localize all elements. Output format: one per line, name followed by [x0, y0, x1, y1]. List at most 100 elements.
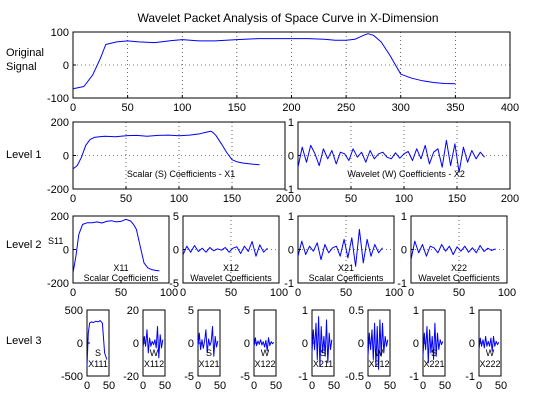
- y-tick-label: 0: [288, 245, 294, 257]
- y-tick-label: -200: [47, 184, 69, 196]
- series-line-X212: [367, 319, 389, 370]
- series-line-X12: [182, 241, 268, 257]
- panel-annotation: W: [150, 348, 159, 358]
- x-tick-label: 200: [276, 193, 294, 205]
- y-tick-label: -1: [284, 278, 294, 290]
- panel-annotation: S11: [48, 236, 63, 246]
- panel-annotation: S: [206, 348, 212, 358]
- y-tick-label: 1: [288, 211, 294, 223]
- x-tick-label: 0: [70, 287, 76, 299]
- x-tick-label: 50: [453, 287, 465, 299]
- panel-annotation: W: [375, 348, 384, 358]
- x-tick-label: 100: [173, 102, 191, 114]
- panel-annotation: Scalar Coefficients: [84, 273, 159, 283]
- panel-annotation: X112: [144, 359, 164, 369]
- series-line-X112: [142, 326, 164, 359]
- x-tick-label: 0: [295, 193, 301, 205]
- row-label-level3: Level 3: [6, 335, 41, 347]
- panel-annotation: X212: [368, 359, 389, 369]
- y-tick-label: 1: [302, 305, 308, 317]
- series-line-X121: [197, 326, 219, 357]
- y-tick-label: 200: [51, 117, 69, 129]
- x-tick-label: 0: [140, 380, 146, 392]
- y-tick-label: -5: [240, 371, 250, 383]
- series-line-X211: [311, 316, 333, 367]
- x-tick-label: 50: [120, 193, 132, 205]
- y-tick-label: -5: [169, 278, 179, 290]
- x-tick-label: 0: [70, 193, 76, 205]
- x-tick-label: 50: [384, 380, 396, 392]
- y-tick-label: 0: [63, 60, 69, 72]
- series-line-X222: [478, 335, 500, 352]
- x-tick-label: 100: [170, 193, 188, 205]
- y-tick-label: -1: [397, 278, 407, 290]
- x-tick-label: 350: [446, 102, 464, 114]
- x-tick-label: 50: [115, 287, 127, 299]
- x-tick-label: 250: [337, 102, 355, 114]
- x-tick-label: 50: [439, 380, 451, 392]
- y-tick-label: 5: [244, 305, 250, 317]
- row-label-level2: Level 2: [6, 239, 41, 251]
- row-label-original-line1: Original: [6, 47, 44, 59]
- panel-annotation: S: [431, 348, 437, 358]
- x-tick-label: 150: [223, 193, 241, 205]
- y-tick-label: 0: [133, 338, 139, 350]
- y-tick-label: 0: [302, 338, 308, 350]
- panel-annotation: Wavelet Coefficients: [418, 273, 500, 283]
- x-tick-label: 100: [270, 287, 288, 299]
- x-tick-label: 0: [420, 380, 426, 392]
- y-tick-label: 0: [244, 338, 250, 350]
- panel-annotation: X22: [451, 263, 467, 273]
- panel-annotation: X222: [479, 359, 500, 369]
- y-tick-label: 0: [188, 338, 194, 350]
- x-tick-label: 300: [392, 102, 410, 114]
- y-tick-label: -1: [465, 371, 475, 383]
- y-tick-label: -200: [47, 278, 69, 290]
- x-tick-label: 0: [70, 102, 76, 114]
- axes-frame: [72, 215, 170, 284]
- x-tick-label: 50: [103, 380, 115, 392]
- panel-annotation: X111: [88, 359, 108, 369]
- x-tick-label: 150: [228, 102, 246, 114]
- x-tick-label: 100: [395, 193, 413, 205]
- y-tick-label: 0: [413, 338, 419, 350]
- x-tick-label: 400: [501, 102, 519, 114]
- series-line-X22: [410, 240, 496, 260]
- y-tick-label: 0: [63, 245, 69, 257]
- series-line-X21: [297, 228, 383, 267]
- panel-annotation: X211: [313, 359, 333, 369]
- y-tick-label: 200: [51, 211, 69, 223]
- x-tick-label: 0: [295, 287, 301, 299]
- series-line-X1: [72, 130, 260, 170]
- panel-annotation: S: [320, 348, 326, 358]
- panel-annotation: W: [486, 348, 495, 358]
- panel-annotation: Scalar Coefficients: [309, 273, 384, 283]
- x-tick-label: 50: [345, 193, 357, 205]
- y-tick-label: 1: [288, 117, 294, 129]
- x-tick-label: 50: [225, 287, 237, 299]
- x-tick-label: 50: [495, 380, 507, 392]
- row-label-level1: Level 1: [6, 149, 41, 161]
- figure-title: Wavelet Packet Analysis of Space Curve i…: [137, 11, 438, 25]
- panel-annotation: X122: [254, 359, 275, 369]
- x-tick-label: 200: [282, 102, 300, 114]
- y-tick-label: -1: [409, 371, 419, 383]
- x-tick-label: 0: [408, 287, 414, 299]
- row-label-original-line2: Signal: [6, 61, 37, 73]
- y-tick-label: 0.5: [349, 305, 364, 317]
- y-tick-label: 0: [469, 338, 475, 350]
- y-tick-label: -500: [61, 371, 83, 383]
- panel-annotation: Scalar (S) Coefficients - X1: [127, 169, 235, 179]
- x-tick-label: 50: [340, 287, 352, 299]
